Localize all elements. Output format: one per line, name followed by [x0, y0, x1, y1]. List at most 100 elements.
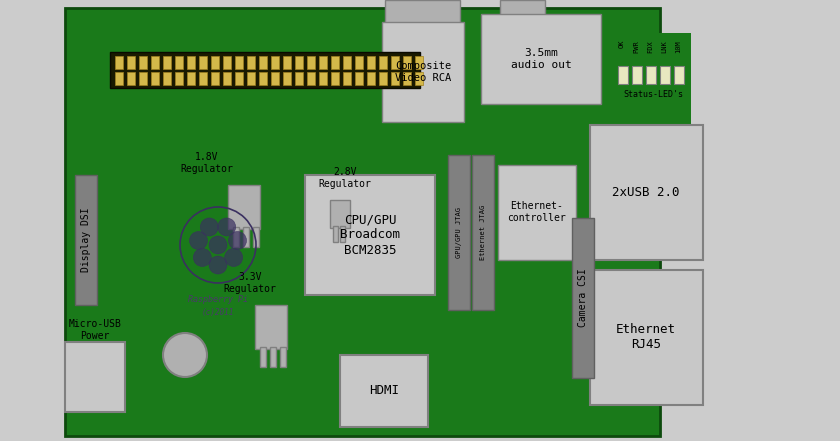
- Text: 2xUSB 2.0: 2xUSB 2.0: [612, 186, 680, 198]
- Bar: [260, 347, 266, 367]
- Bar: [115, 72, 123, 85]
- Bar: [243, 227, 249, 247]
- Circle shape: [228, 232, 246, 250]
- Text: PWR: PWR: [633, 40, 639, 53]
- Circle shape: [163, 333, 207, 377]
- Text: (c)2011: (c)2011: [202, 307, 234, 317]
- Bar: [175, 56, 183, 69]
- Bar: [382, 22, 464, 122]
- Text: LNK: LNK: [661, 40, 667, 53]
- Bar: [572, 218, 594, 378]
- Bar: [448, 155, 470, 310]
- Bar: [199, 56, 207, 69]
- Text: Raspberry Pi: Raspberry Pi: [188, 295, 248, 304]
- Bar: [305, 175, 435, 295]
- Bar: [331, 72, 339, 85]
- Text: 3.3V
Regulator: 3.3V Regulator: [223, 272, 276, 294]
- Text: 2.8V
Regulator: 2.8V Regulator: [318, 167, 371, 189]
- Text: Camera CSI: Camera CSI: [578, 269, 588, 327]
- Bar: [343, 72, 351, 85]
- Text: Status-LED's: Status-LED's: [623, 90, 683, 99]
- Bar: [175, 72, 183, 85]
- Bar: [319, 56, 327, 69]
- Bar: [115, 56, 123, 69]
- Bar: [613, 33, 691, 128]
- Bar: [163, 56, 171, 69]
- Bar: [403, 56, 411, 69]
- Text: Display DSI: Display DSI: [81, 208, 91, 272]
- Bar: [283, 72, 291, 85]
- Text: 1.8V
Regulator: 1.8V Regulator: [181, 152, 234, 174]
- Text: 3.5mm
audio out: 3.5mm audio out: [511, 48, 571, 70]
- Bar: [590, 270, 703, 405]
- Bar: [391, 56, 399, 69]
- Bar: [295, 56, 303, 69]
- Bar: [590, 125, 703, 260]
- Bar: [187, 72, 195, 85]
- Bar: [255, 305, 287, 349]
- Bar: [295, 72, 303, 85]
- Text: 10M: 10M: [675, 40, 681, 53]
- Bar: [247, 56, 255, 69]
- Bar: [367, 56, 375, 69]
- Bar: [223, 72, 231, 85]
- Bar: [481, 14, 601, 104]
- Bar: [367, 72, 375, 85]
- Bar: [340, 226, 345, 242]
- Bar: [187, 56, 195, 69]
- Bar: [139, 72, 147, 85]
- Bar: [110, 52, 420, 88]
- Bar: [247, 72, 255, 85]
- Bar: [391, 72, 399, 85]
- Bar: [415, 56, 423, 69]
- Text: Micro-USB
Power: Micro-USB Power: [69, 319, 122, 341]
- Bar: [674, 66, 684, 84]
- Circle shape: [209, 256, 227, 274]
- Bar: [343, 56, 351, 69]
- Circle shape: [209, 236, 227, 254]
- Circle shape: [218, 218, 236, 236]
- Bar: [127, 56, 135, 69]
- Bar: [385, 0, 460, 28]
- Bar: [253, 227, 259, 247]
- Bar: [163, 72, 171, 85]
- Bar: [151, 72, 159, 85]
- Bar: [403, 72, 411, 85]
- Bar: [127, 72, 135, 85]
- Bar: [259, 56, 267, 69]
- Bar: [355, 72, 363, 85]
- Text: Ethernet JTAG: Ethernet JTAG: [480, 204, 486, 260]
- Bar: [271, 72, 279, 85]
- Bar: [75, 175, 97, 305]
- Text: FDX: FDX: [647, 40, 653, 53]
- Text: Ethernet-
controller: Ethernet- controller: [507, 201, 566, 223]
- Bar: [199, 72, 207, 85]
- Bar: [211, 56, 219, 69]
- Bar: [271, 56, 279, 69]
- Bar: [65, 342, 125, 412]
- Text: OK: OK: [619, 40, 625, 49]
- Bar: [228, 185, 260, 229]
- Bar: [498, 165, 576, 260]
- Bar: [65, 8, 660, 436]
- Bar: [280, 347, 286, 367]
- Bar: [472, 155, 494, 310]
- Circle shape: [190, 232, 207, 250]
- Text: Ethernet
RJ45: Ethernet RJ45: [616, 323, 676, 351]
- Bar: [233, 227, 239, 247]
- Bar: [211, 72, 219, 85]
- Bar: [330, 200, 350, 228]
- Bar: [223, 56, 231, 69]
- Bar: [379, 56, 387, 69]
- Bar: [151, 56, 159, 69]
- Bar: [270, 347, 276, 367]
- Bar: [646, 66, 656, 84]
- Bar: [307, 56, 315, 69]
- Bar: [235, 72, 243, 85]
- Circle shape: [200, 218, 218, 236]
- Circle shape: [224, 248, 243, 266]
- Text: Composite
Video RCA: Composite Video RCA: [395, 61, 451, 83]
- Bar: [307, 72, 315, 85]
- Bar: [235, 56, 243, 69]
- Bar: [660, 66, 670, 84]
